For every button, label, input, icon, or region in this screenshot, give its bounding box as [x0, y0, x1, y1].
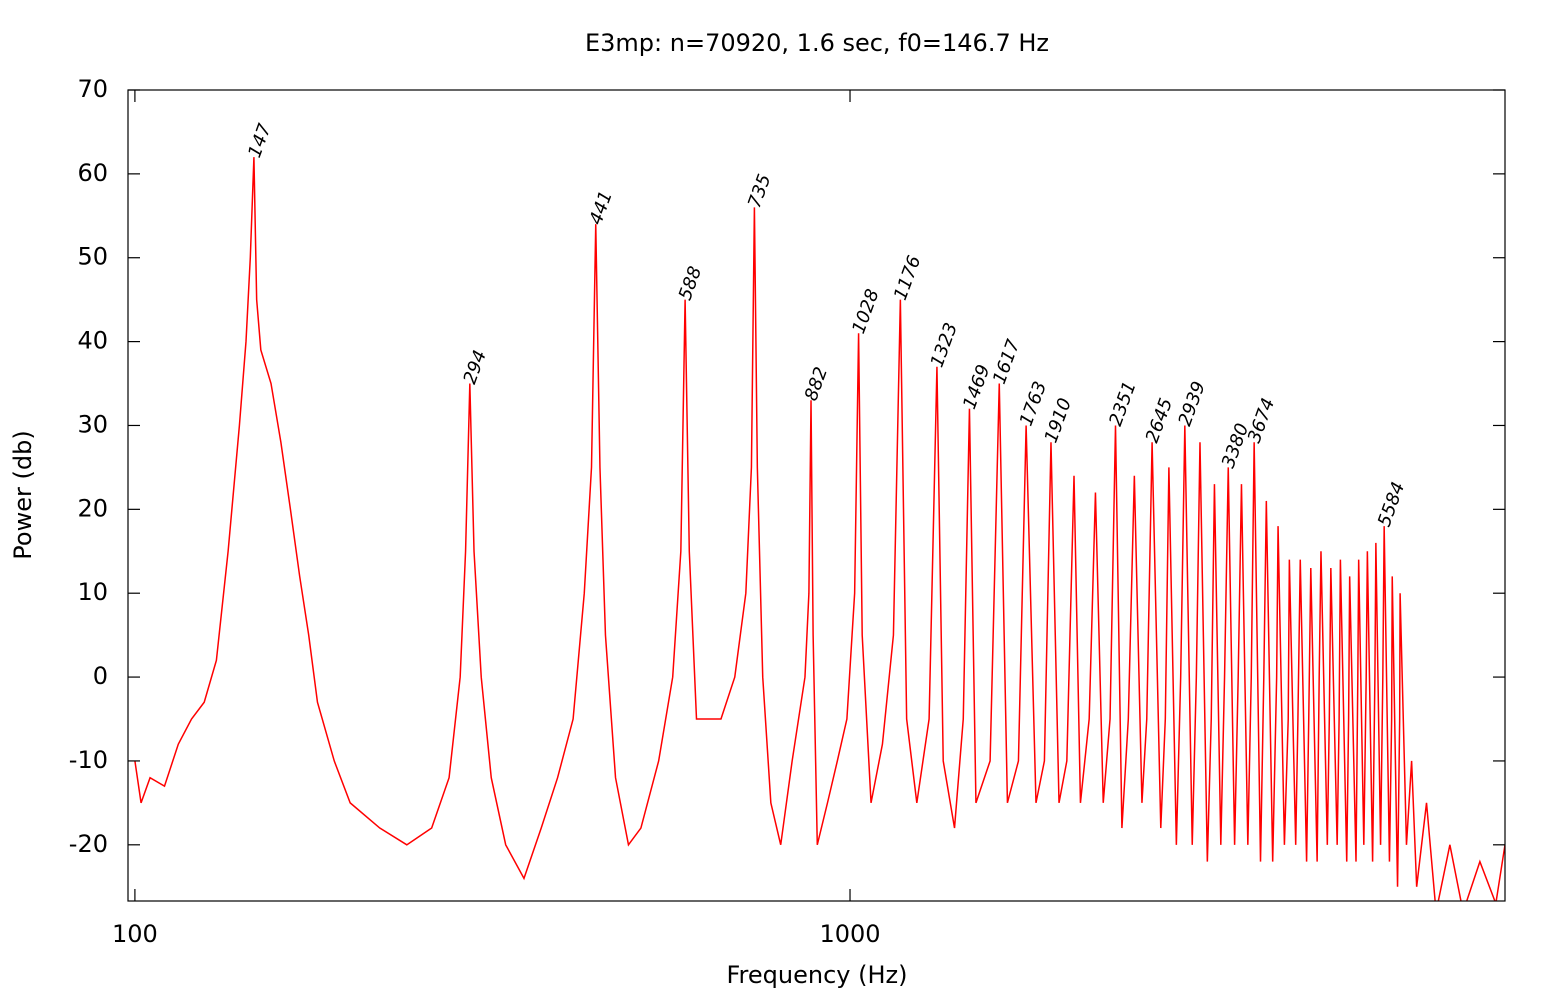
peak-label: 3674 — [1244, 395, 1279, 445]
peak-label: 1028 — [848, 286, 883, 336]
plot-frame — [127, 89, 1506, 902]
y-tick-label: 10 — [77, 578, 108, 606]
y-tick-label: -20 — [69, 830, 108, 858]
y-tick-label: 20 — [77, 494, 108, 522]
plot-area — [134, 157, 1505, 901]
chart-title: E3mp: n=70920, 1.6 sec, f0=146.7 Hz — [585, 29, 1049, 57]
x-axis-label: Frequency (Hz) — [727, 961, 908, 989]
peak-label: 2351 — [1105, 379, 1140, 429]
peak-label: 1469 — [959, 362, 994, 412]
peak-label: 735 — [744, 171, 775, 210]
y-tick-label: -10 — [69, 746, 108, 774]
y-tick-label: 50 — [77, 243, 108, 271]
peak-label: 2645 — [1142, 395, 1177, 445]
peak-label: 2939 — [1174, 379, 1209, 429]
spectrum-line — [134, 157, 1505, 901]
x-tick-label: 1000 — [819, 920, 880, 948]
peak-label: 5584 — [1374, 479, 1409, 529]
peak-label: 441 — [585, 188, 616, 227]
peak-label: 882 — [801, 364, 832, 403]
y-tick-label: 70 — [77, 75, 108, 103]
peak-label: 1617 — [989, 336, 1025, 387]
peak-label: 294 — [459, 347, 490, 386]
y-tick-label: 60 — [77, 159, 108, 187]
x-tick-label: 100 — [112, 920, 158, 948]
peak-label: 1176 — [890, 253, 925, 303]
peak-label: 588 — [675, 264, 706, 303]
peak-label: 1910 — [1041, 395, 1076, 445]
y-tick-label: 30 — [77, 410, 108, 438]
peak-label: 147 — [244, 121, 276, 161]
y-axis-label: Power (db) — [9, 430, 37, 559]
peak-label: 1323 — [927, 320, 962, 370]
y-tick-label: 40 — [77, 327, 108, 355]
y-tick-label: 0 — [93, 662, 108, 690]
